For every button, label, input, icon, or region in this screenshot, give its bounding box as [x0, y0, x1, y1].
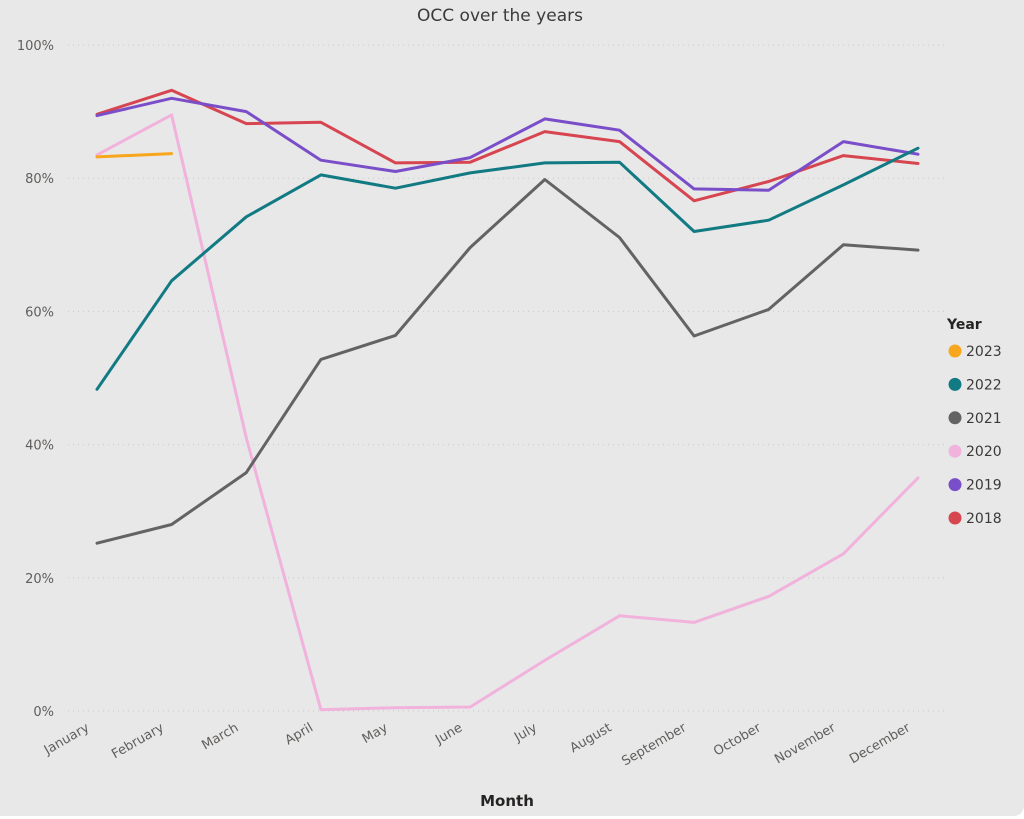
legend-item-2021[interactable]: 2021 — [948, 411, 1002, 427]
legend-label: 2018 — [966, 511, 1002, 527]
x-tick-label: April — [283, 720, 316, 748]
x-axis-ticks: January February March April May June July Augu… — [41, 720, 914, 769]
series-line-2022 — [95, 146, 920, 391]
x-tick-label: December — [847, 720, 913, 767]
y-tick-label: 20% — [25, 572, 54, 587]
legend-marker — [948, 478, 962, 492]
legend-marker — [948, 411, 962, 425]
legend-item-2022[interactable]: 2022 — [948, 377, 1002, 393]
x-tick-label: November — [772, 720, 839, 767]
legend[interactable]: Year 2023 2022 2021 2020 2019 2018 — [946, 317, 1002, 527]
legend-label: 2020 — [966, 444, 1002, 460]
series-line-2021 — [95, 178, 920, 545]
series-line-2020 — [95, 113, 920, 712]
x-tick-label: May — [360, 720, 391, 747]
series-line-2019 — [95, 96, 920, 192]
y-axis-title: % — [0, 370, 4, 385]
legend-title: Year — [946, 317, 982, 333]
x-tick-label: August — [568, 720, 615, 756]
legend-label: 2019 — [966, 478, 1002, 494]
legend-item-2023[interactable]: 2023 — [948, 344, 1002, 360]
y-tick-label: 60% — [25, 305, 54, 320]
y-tick-label: 80% — [25, 172, 54, 187]
chart-title: OCC over the years — [417, 6, 583, 26]
x-tick-label: March — [199, 720, 241, 753]
x-axis-title: Month — [480, 792, 534, 810]
y-axis-ticks: 0% 20% 40% 60% 80% 100% — [17, 39, 54, 720]
gridlines — [68, 44, 945, 712]
legend-marker — [948, 444, 962, 458]
legend-item-2018[interactable]: 2018 — [948, 511, 1002, 527]
legend-item-2019[interactable]: 2019 — [948, 478, 1002, 494]
x-tick-label: February — [109, 720, 167, 762]
x-tick-label: January — [41, 720, 92, 758]
x-tick-label: June — [432, 720, 465, 748]
legend-item-2020[interactable]: 2020 — [948, 444, 1002, 460]
y-tick-label: 40% — [25, 439, 54, 454]
legend-marker — [948, 344, 962, 358]
x-tick-label: July — [511, 720, 540, 745]
legend-label: 2023 — [966, 344, 1002, 360]
legend-label: 2021 — [966, 411, 1002, 427]
legend-marker — [948, 511, 962, 525]
series-line-2018 — [95, 88, 920, 203]
x-tick-label: October — [711, 720, 764, 759]
legend-marker — [948, 377, 962, 391]
y-tick-label: 100% — [17, 39, 54, 54]
x-tick-label: September — [619, 720, 689, 769]
series-line-2023 — [95, 152, 174, 159]
series-lines — [95, 88, 920, 712]
legend-label: 2022 — [966, 377, 1002, 393]
y-tick-label: 0% — [33, 705, 54, 720]
